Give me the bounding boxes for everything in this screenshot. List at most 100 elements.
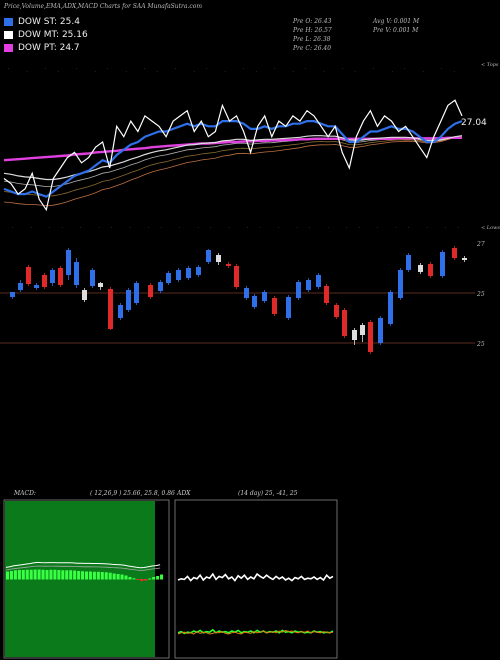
macd-bar — [152, 577, 156, 580]
low-marker: · — [377, 225, 378, 230]
macd-bar — [100, 572, 104, 580]
candle-body — [324, 286, 329, 303]
macd-bar — [156, 576, 160, 580]
macd-bar — [116, 574, 120, 580]
series-line-price — [3, 99, 463, 212]
low-marker: · — [346, 225, 347, 230]
candle-body — [108, 289, 113, 329]
top-marker: · — [45, 66, 46, 71]
low-marker: · — [31, 225, 32, 230]
top-marker: · — [175, 66, 176, 71]
candle-body — [166, 273, 171, 283]
legend-item-dow-mt: DOW MT: 25.16 — [4, 29, 88, 41]
series-line-dow-pt — [3, 136, 462, 162]
candle-body — [234, 266, 239, 287]
candle-body — [216, 255, 221, 262]
macd-bar — [33, 569, 37, 580]
macd-bar — [81, 571, 85, 580]
legend-label: DOW PT: 24.7 — [18, 43, 80, 53]
candle-body — [74, 262, 79, 285]
top-marker: · — [324, 69, 325, 74]
legend-label: DOW MT: 25.16 — [18, 30, 88, 40]
prev-volume: Pre V: 0.001 M — [373, 27, 419, 34]
candle-body — [196, 267, 201, 275]
macd-bar — [73, 570, 77, 580]
top-marker: · — [76, 66, 77, 71]
candle-body — [158, 282, 163, 291]
candle-body — [176, 270, 181, 280]
candle-body — [334, 305, 339, 317]
top-marker: · — [454, 69, 455, 74]
low-marker: · — [62, 225, 63, 230]
candle-body — [82, 290, 87, 300]
last-price-label: 27.04 — [461, 118, 487, 128]
candle-body — [398, 270, 403, 298]
adx-title: ADX — [177, 490, 191, 497]
macd-bar — [144, 579, 148, 581]
low-marker: · — [148, 225, 149, 230]
low-marker: · — [111, 225, 112, 230]
candle-body — [286, 297, 291, 318]
top-marker: · — [27, 69, 28, 74]
macd-bar — [136, 579, 140, 580]
low-marker: · — [445, 225, 446, 230]
legend-label: DOW ST: 25.4 — [18, 17, 80, 27]
top-marker: · — [107, 66, 108, 71]
macd-bar — [140, 579, 144, 581]
macd-bar — [132, 578, 136, 580]
low-marker: · — [99, 225, 100, 230]
candle-body — [126, 290, 131, 310]
candle-body — [50, 270, 55, 283]
candle-body — [118, 305, 123, 318]
candle-body — [26, 267, 31, 284]
legend-swatch-blue — [4, 18, 13, 26]
macd-bar — [120, 574, 124, 580]
macd-bar — [160, 574, 164, 580]
low-marker: · — [260, 225, 261, 230]
ohlc-close: Pre C: 26.40 — [293, 45, 332, 52]
top-marker: · — [441, 66, 442, 71]
top-marker: · — [157, 69, 158, 74]
ohlc-low: Pre L: 26.38 — [293, 36, 331, 43]
macd-bar — [92, 571, 96, 580]
low-marker: · — [408, 225, 409, 230]
ohlc-high: Pre H: 26.57 — [293, 27, 332, 34]
macd-bar — [29, 569, 33, 580]
top-marker: · — [342, 66, 343, 71]
macd-bar — [148, 578, 152, 580]
macd-bar — [37, 569, 41, 580]
low-marker: · — [328, 225, 329, 230]
candle-body — [66, 250, 71, 275]
candle-body — [352, 330, 357, 340]
low-marker: · — [278, 225, 279, 230]
ema-band-line — [3, 135, 463, 207]
candle-body — [252, 296, 257, 307]
macd-title: MACD: — [14, 490, 36, 497]
macd-bar — [9, 571, 13, 580]
ema-band-line — [3, 135, 463, 197]
top-marker: · — [373, 66, 374, 71]
macd-params: ( 12,26,9 ) 25.66, 25.8, 0.86 — [90, 490, 175, 497]
top-marker: · — [206, 66, 207, 71]
top-marker: · — [392, 69, 393, 74]
top-marker: · — [256, 69, 257, 74]
low-marker: · — [80, 225, 81, 230]
macd-bar — [6, 571, 9, 580]
top-marker: · — [194, 69, 195, 74]
ema-band-line — [3, 135, 463, 188]
candle-body — [440, 252, 445, 276]
macd-bar — [49, 569, 53, 580]
low-marker: · — [309, 225, 310, 230]
candle-body — [34, 285, 39, 288]
legend-item-dow-st: DOW ST: 25.4 — [4, 16, 80, 28]
top-marker: · — [355, 69, 356, 74]
low-marker: · — [427, 225, 428, 230]
macd-bar — [57, 570, 61, 580]
candle-body — [206, 250, 211, 262]
low-marker: · — [229, 225, 230, 230]
candle-body — [296, 282, 301, 298]
candle-body — [378, 318, 383, 343]
avg-volume: Avg V: 0.001 M — [373, 18, 420, 25]
adx-params: (14 day) 25, -41, 25 — [238, 490, 298, 497]
